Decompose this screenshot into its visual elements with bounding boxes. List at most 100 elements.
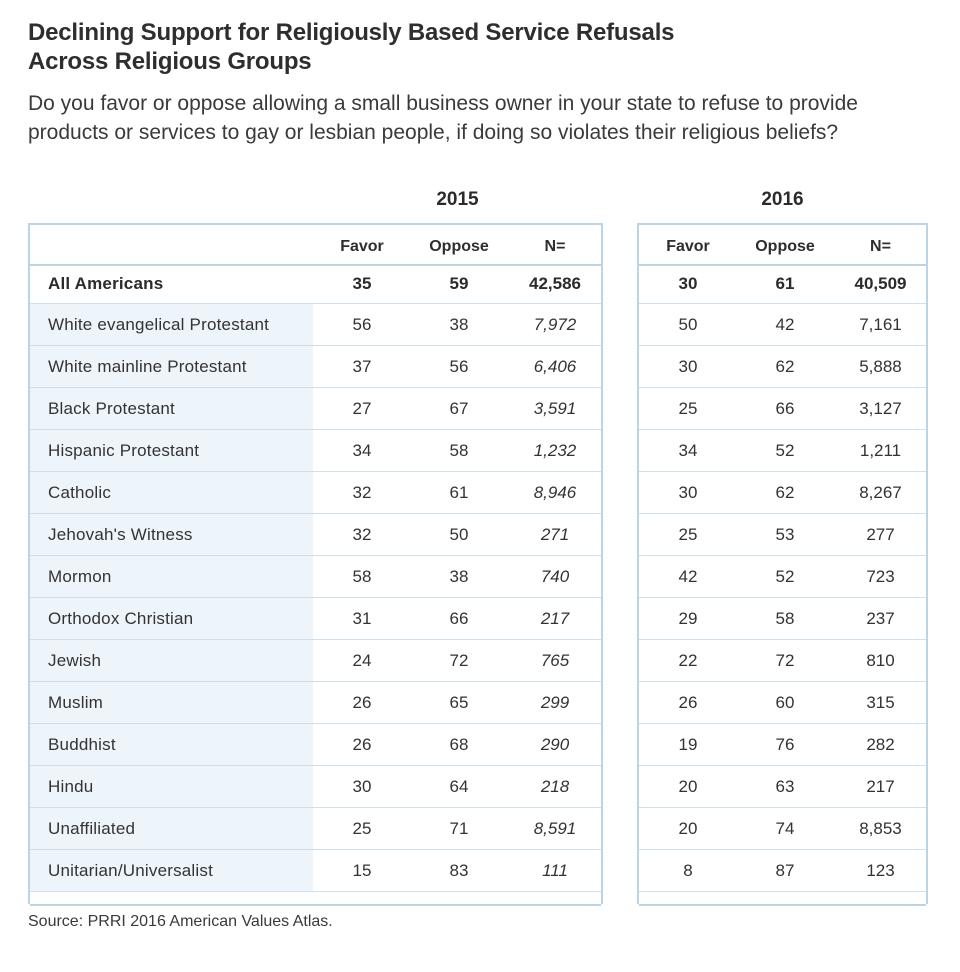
cell-oppose-2016: 87: [775, 860, 795, 880]
row-label: Jewish: [48, 650, 102, 670]
cell-oppose-2015: 38: [449, 314, 469, 334]
cell-favor-2016: 42: [678, 566, 698, 586]
cell-n-2016: 277: [866, 524, 895, 544]
row-label: White mainline Protestant: [48, 356, 247, 376]
cell-n-2015: 271: [540, 524, 570, 544]
cell-favor-2016: 34: [678, 440, 698, 460]
cell-oppose-2015: 61: [449, 482, 469, 502]
cell-n-2016: 217: [866, 776, 895, 796]
cell-n-2015: 290: [540, 734, 570, 754]
column-header-favor-2015: Favor: [340, 237, 384, 255]
cell-n-2016: 40,509: [854, 273, 907, 293]
column-header-favor-2016: Favor: [666, 237, 710, 255]
cell-n-2015: 8,591: [533, 818, 577, 838]
table-row: Catholic 32 61 8,946: [30, 472, 601, 514]
table-row: 22 72 810: [639, 640, 926, 682]
row-label: Hindu: [48, 776, 94, 796]
cell-n-2015: 217: [540, 608, 570, 628]
table-row: 30 61 40,509: [639, 264, 926, 304]
cell-oppose-2015: 72: [449, 650, 469, 670]
table-panel-2015: Favor Oppose N= All Americans 35 59 42,586 Whit…: [28, 223, 603, 906]
cell-favor-2015: 56: [352, 314, 372, 334]
cell-n-2015: 299: [540, 692, 570, 712]
table-row: Jewish 24 72 765: [30, 640, 601, 682]
cell-oppose-2015: 64: [449, 776, 469, 796]
cell-favor-2016: 30: [678, 482, 698, 502]
table-row: 25 53 277: [639, 514, 926, 556]
cell-favor-2015: 31: [352, 608, 372, 628]
cell-n-2015: 6,406: [533, 356, 577, 376]
cell-oppose-2016: 60: [775, 692, 795, 712]
cell-n-2016: 237: [866, 608, 895, 628]
cell-oppose-2016: 61: [775, 273, 795, 293]
table-row: Hispanic Protestant 34 58 1,232: [30, 430, 601, 472]
cell-oppose-2016: 66: [775, 398, 795, 418]
cell-oppose-2015: 50: [449, 524, 469, 544]
cell-favor-2016: 25: [678, 524, 698, 544]
column-header-row-2015: Favor Oppose N=: [30, 225, 601, 266]
cell-oppose-2015: 83: [449, 860, 469, 880]
table-row: 20 74 8,853: [639, 808, 926, 850]
chart-title: Declining Support for Religiously Based …: [28, 18, 928, 76]
cell-oppose-2015: 58: [449, 440, 469, 460]
table-row: Unitarian/Universalist 15 83 111: [30, 850, 601, 892]
column-header-oppose-2015: Oppose: [429, 237, 489, 255]
cell-favor-2016: 29: [678, 608, 698, 628]
cell-favor-2015: 27: [352, 398, 372, 418]
cell-n-2016: 723: [866, 566, 895, 586]
cell-favor-2016: 30: [678, 356, 698, 376]
cell-n-2016: 810: [866, 650, 895, 670]
cell-favor-2016: 8: [683, 860, 693, 880]
cell-oppose-2016: 52: [775, 566, 795, 586]
cell-oppose-2015: 38: [449, 566, 469, 586]
row-label: Black Protestant: [48, 398, 175, 418]
cell-favor-2015: 58: [352, 566, 372, 586]
cell-oppose-2015: 56: [449, 356, 469, 376]
row-label: Orthodox Christian: [48, 608, 194, 628]
table-row: Muslim 26 65 299: [30, 682, 601, 724]
table-row: 50 42 7,161: [639, 304, 926, 346]
table-row: 30 62 8,267: [639, 472, 926, 514]
table-row: Buddhist 26 68 290: [30, 724, 601, 766]
table-bottom-rule: [639, 904, 926, 906]
cell-oppose-2016: 74: [775, 818, 795, 838]
cell-n-2016: 5,888: [859, 356, 902, 376]
cell-oppose-2015: 67: [449, 398, 469, 418]
cell-n-2016: 8,267: [859, 482, 902, 502]
row-label: Hispanic Protestant: [48, 440, 200, 460]
row-label: Jehovah's Witness: [48, 524, 193, 544]
year-heading-2016: 2016: [761, 189, 804, 210]
row-label: White evangelical Protestant: [48, 314, 270, 334]
table-row: 8 87 123: [639, 850, 926, 892]
table-row: Black Protestant 27 67 3,591: [30, 388, 601, 430]
column-header-oppose-2016: Oppose: [755, 237, 815, 255]
cell-favor-2016: 30: [678, 273, 698, 293]
cell-n-2016: 282: [866, 734, 895, 754]
cell-oppose-2015: 66: [449, 608, 469, 628]
column-header-n-2015: N=: [544, 237, 566, 255]
row-label: Mormon: [48, 566, 112, 586]
chart-subtitle: Do you favor or oppose allowing a small …: [28, 92, 858, 144]
group-label-shading: [30, 304, 313, 892]
cell-n-2015: 111: [542, 860, 568, 880]
cell-n-2015: 3,591: [533, 398, 577, 418]
table-row: Mormon 58 38 740: [30, 556, 601, 598]
cell-oppose-2015: 65: [449, 692, 469, 712]
cell-oppose-2016: 76: [775, 734, 795, 754]
table-row: White evangelical Protestant 56 38 7,972: [30, 304, 601, 346]
row-label: Catholic: [48, 482, 112, 502]
cell-favor-2016: 25: [678, 398, 698, 418]
cell-n-2015: 765: [540, 650, 570, 670]
cell-favor-2015: 35: [352, 273, 372, 293]
cell-favor-2016: 20: [678, 776, 698, 796]
cell-n-2015: 740: [540, 566, 570, 586]
cell-n-2015: 8,946: [533, 482, 577, 502]
table-row: White mainline Protestant 37 56 6,406: [30, 346, 601, 388]
cell-oppose-2016: 52: [775, 440, 795, 460]
cell-favor-2015: 15: [352, 860, 372, 880]
cell-favor-2015: 32: [352, 524, 372, 544]
cell-n-2016: 3,127: [859, 398, 902, 418]
cell-favor-2016: 22: [678, 650, 698, 670]
cell-oppose-2016: 53: [775, 524, 795, 544]
table-row: All Americans 35 59 42,586: [30, 264, 601, 304]
